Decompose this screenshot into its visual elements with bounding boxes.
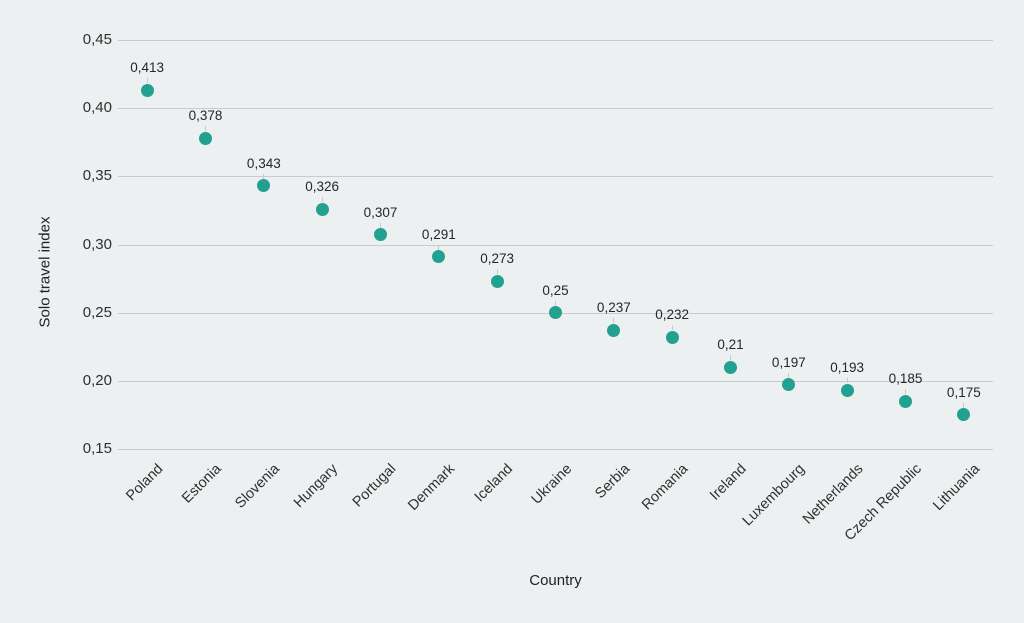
label-connector-line (846, 378, 848, 384)
data-point-label: 0,185 (888, 371, 923, 387)
label-connector-line (788, 372, 790, 378)
data-point-marker[interactable] (257, 179, 271, 193)
y-tick-label: 0,30 (82, 235, 112, 253)
x-tick-label: Hungary (291, 461, 342, 512)
gridline (118, 108, 993, 110)
data-point-label: 0,273 (480, 251, 515, 267)
label-connector-line (380, 222, 381, 228)
x-tick-label: Romania (639, 461, 692, 514)
gridline (118, 380, 993, 382)
y-tick-label: 0,45 (82, 31, 112, 48)
data-point-label: 0,307 (363, 204, 398, 220)
gridline (118, 244, 993, 246)
x-tick-label: Iceland (472, 461, 517, 506)
x-tick-label: Portugal (350, 461, 400, 511)
x-tick-label: Luxembourg (739, 461, 809, 530)
data-point-marker[interactable] (840, 383, 854, 397)
x-tick-label: Slovenia (232, 461, 284, 512)
y-tick-label: 0,35 (82, 167, 112, 185)
data-point-marker[interactable] (199, 131, 212, 145)
x-tick-label: Ukraine (528, 461, 575, 508)
label-connector-line (205, 126, 206, 132)
data-point-label: 0,193 (830, 360, 865, 376)
label-connector-line (613, 318, 615, 324)
label-connector-line (905, 389, 906, 395)
data-point-label: 0,25 (542, 282, 569, 298)
data-point-marker[interactable] (432, 250, 446, 264)
data-point-marker[interactable] (140, 83, 154, 97)
data-point-label: 0,237 (596, 300, 631, 316)
data-point-marker[interactable] (782, 378, 796, 392)
data-point-marker[interactable] (665, 330, 679, 344)
data-point-marker[interactable] (724, 360, 737, 374)
label-connector-line (146, 78, 148, 84)
x-tick-label: Serbia (592, 461, 634, 502)
label-connector-line (263, 173, 265, 179)
x-tick-label: Lithuania (930, 461, 984, 514)
y-tick-label: 0,20 (82, 371, 112, 389)
label-connector-line (321, 197, 323, 203)
label-connector-line (438, 244, 440, 250)
x-tick-label: Estonia (179, 461, 225, 507)
data-point-label: 0,343 (246, 155, 281, 171)
data-point-label: 0,326 (305, 179, 340, 195)
label-connector-line (671, 325, 673, 331)
data-point-marker[interactable] (899, 394, 912, 408)
label-connector-line (730, 355, 731, 361)
y-tick-label: 0,15 (82, 440, 112, 457)
gridline (118, 449, 993, 450)
data-point-label: 0,232 (655, 307, 690, 323)
y-tick-label: 0,25 (82, 303, 112, 321)
data-point-label: 0,413 (130, 60, 165, 76)
label-connector-line (963, 402, 965, 408)
data-point-label: 0,378 (188, 108, 223, 124)
label-connector-line (496, 269, 498, 275)
data-point-marker[interactable] (490, 274, 504, 288)
data-point-marker[interactable] (315, 202, 329, 216)
x-tick-label: Ireland (707, 461, 750, 504)
label-connector-line (555, 300, 556, 306)
y-tick-label: 0,40 (82, 99, 112, 117)
data-point-marker[interactable] (549, 306, 562, 320)
x-tick-label: Poland (123, 461, 167, 505)
data-point-label: 0,21 (717, 337, 744, 353)
gridline (118, 176, 993, 178)
data-point-label: 0,175 (946, 384, 981, 400)
data-point-marker[interactable] (374, 228, 387, 242)
data-point-marker[interactable] (957, 408, 971, 422)
data-point-label: 0,197 (771, 354, 806, 370)
data-point-label: 0,291 (421, 226, 456, 242)
x-tick-label: Denmark (405, 461, 459, 514)
x-axis-title: Country (529, 572, 582, 589)
data-point-marker[interactable] (607, 323, 621, 337)
gridline (118, 40, 993, 41)
